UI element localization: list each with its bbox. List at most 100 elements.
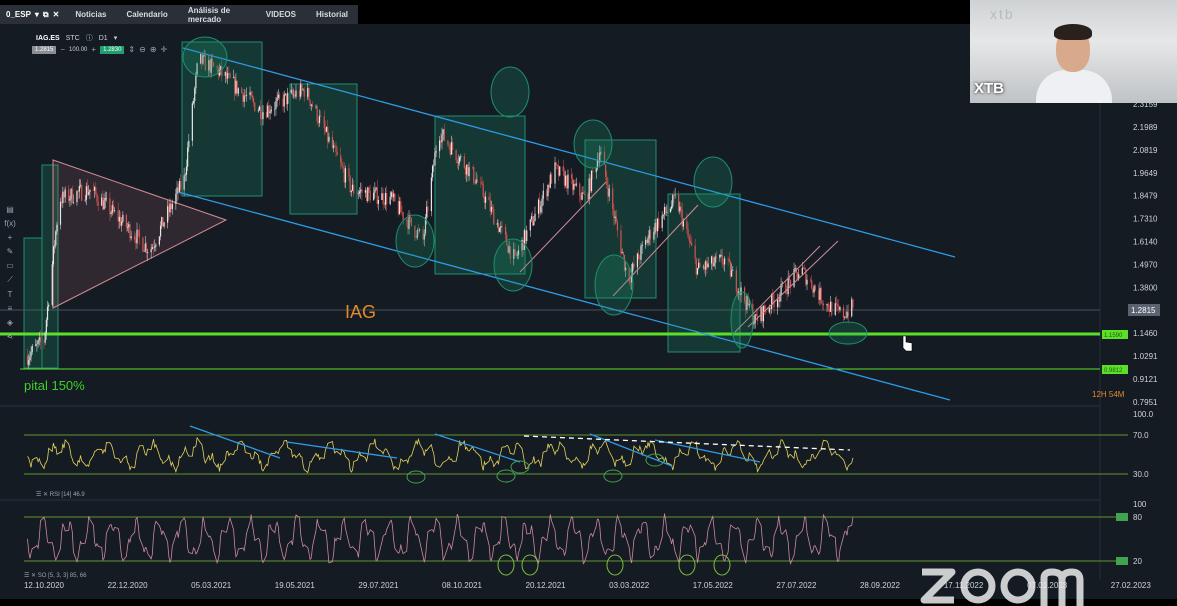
candle bbox=[274, 108, 276, 110]
line-icon[interactable]: ⟋ bbox=[7, 275, 13, 284]
candle bbox=[114, 210, 116, 212]
candle bbox=[447, 140, 449, 145]
interval-select[interactable]: D1 bbox=[98, 34, 108, 42]
fibonacci-icon[interactable]: ≡ bbox=[7, 304, 13, 313]
candle bbox=[331, 136, 334, 148]
info-icon[interactable]: ⓘ bbox=[85, 35, 93, 42]
rectangle-icon[interactable]: ▭ bbox=[6, 261, 14, 270]
candle bbox=[682, 220, 684, 227]
layers-icon[interactable]: ◈ bbox=[6, 318, 14, 327]
candle bbox=[600, 151, 602, 153]
chevron-down-icon[interactable]: ▾ bbox=[113, 35, 118, 42]
candle bbox=[567, 174, 569, 189]
tab-calendario[interactable]: Calendario bbox=[126, 10, 168, 19]
buy-button[interactable]: 1.2830 bbox=[100, 45, 125, 54]
workspace-tab[interactable]: 0_ESP ▾ ⧉ ✕ bbox=[0, 10, 65, 20]
tab-historial[interactable]: Historial bbox=[315, 10, 348, 19]
candle bbox=[555, 162, 557, 166]
crosshair-icon[interactable]: ✛ bbox=[160, 45, 168, 54]
candle bbox=[550, 174, 553, 184]
candle bbox=[670, 206, 673, 209]
candle bbox=[630, 271, 633, 283]
fit-icon[interactable]: ⇕ bbox=[128, 45, 136, 54]
candle bbox=[794, 268, 796, 270]
menu-icon[interactable]: ▤ bbox=[6, 205, 14, 214]
candle bbox=[599, 152, 601, 163]
price-tick: 2.1989 bbox=[1133, 123, 1158, 132]
candle bbox=[468, 167, 470, 177]
candle bbox=[251, 95, 254, 99]
candle bbox=[459, 157, 461, 163]
candle bbox=[265, 112, 268, 118]
candle bbox=[754, 313, 756, 323]
candle bbox=[227, 73, 229, 79]
close-icon[interactable]: ✕ bbox=[52, 10, 60, 19]
candle bbox=[729, 261, 732, 277]
candle bbox=[92, 189, 95, 191]
candle bbox=[474, 182, 476, 184]
candle bbox=[688, 236, 690, 241]
candle bbox=[851, 299, 853, 317]
symbol[interactable]: IAG.ES bbox=[36, 34, 60, 42]
candle bbox=[546, 190, 548, 197]
candle bbox=[349, 176, 351, 193]
date-tick: 22.12.2020 bbox=[108, 581, 149, 590]
candle bbox=[802, 267, 805, 269]
tab-videos[interactable]: VIDEOS bbox=[265, 10, 296, 19]
function-icon[interactable]: f(x) bbox=[4, 219, 16, 228]
tab-noticias[interactable]: Noticias bbox=[75, 10, 107, 19]
candle bbox=[373, 192, 375, 201]
candle bbox=[147, 252, 149, 254]
so-top-tick: 100 bbox=[1133, 500, 1147, 509]
candle bbox=[647, 238, 649, 244]
candle bbox=[353, 184, 355, 194]
candle bbox=[175, 193, 177, 205]
candle bbox=[811, 280, 813, 289]
crosshair-tool-icon[interactable]: + bbox=[7, 233, 13, 242]
minus-icon[interactable]: − bbox=[60, 45, 66, 54]
rsi-upper-tick: 70.0 bbox=[1133, 431, 1149, 440]
candle bbox=[785, 283, 787, 294]
candle bbox=[410, 217, 412, 226]
popout-icon[interactable]: ⧉ bbox=[42, 9, 49, 19]
highlight-circle bbox=[493, 238, 533, 292]
candle bbox=[154, 246, 156, 248]
chevron-down-icon[interactable]: ▾ bbox=[34, 10, 39, 19]
candle bbox=[70, 188, 72, 199]
candle bbox=[574, 183, 576, 186]
price-tick: 1.4970 bbox=[1133, 260, 1158, 269]
candle bbox=[702, 266, 704, 268]
candle bbox=[515, 252, 517, 256]
candle bbox=[357, 193, 359, 195]
so-circle bbox=[521, 554, 539, 576]
candle bbox=[242, 92, 244, 102]
share-icon[interactable]: ⋖ bbox=[6, 332, 14, 341]
chart-panel[interactable] bbox=[0, 24, 1177, 599]
plus-icon[interactable]: + bbox=[91, 45, 97, 54]
price-tick: 1.6140 bbox=[1133, 238, 1158, 247]
support-tag bbox=[1102, 330, 1128, 339]
current-price-tag bbox=[1128, 304, 1160, 316]
candle bbox=[136, 229, 138, 244]
candle bbox=[310, 104, 312, 106]
candle bbox=[739, 291, 741, 296]
so-circle bbox=[678, 554, 696, 576]
candle bbox=[680, 206, 682, 210]
candle bbox=[270, 109, 272, 112]
tab-analisis[interactable]: Análisis de mercado bbox=[187, 5, 231, 24]
sell-button[interactable]: 1.2815 bbox=[32, 45, 57, 54]
candle bbox=[665, 206, 667, 213]
pen-icon[interactable]: ✎ bbox=[6, 247, 14, 256]
text-icon[interactable]: T bbox=[7, 290, 13, 299]
rsi-lower-tick: 30.0 bbox=[1133, 470, 1149, 479]
candle bbox=[110, 212, 112, 215]
zoom-in-icon[interactable]: ⊕ bbox=[149, 45, 157, 54]
candle bbox=[573, 183, 575, 190]
candle bbox=[471, 167, 474, 168]
volume-input[interactable]: 100.00 bbox=[69, 46, 88, 53]
zoom-out-icon[interactable]: ⊖ bbox=[139, 45, 146, 54]
instrument-type[interactable]: STC bbox=[65, 34, 80, 42]
candle bbox=[787, 277, 789, 295]
candle bbox=[167, 206, 169, 223]
